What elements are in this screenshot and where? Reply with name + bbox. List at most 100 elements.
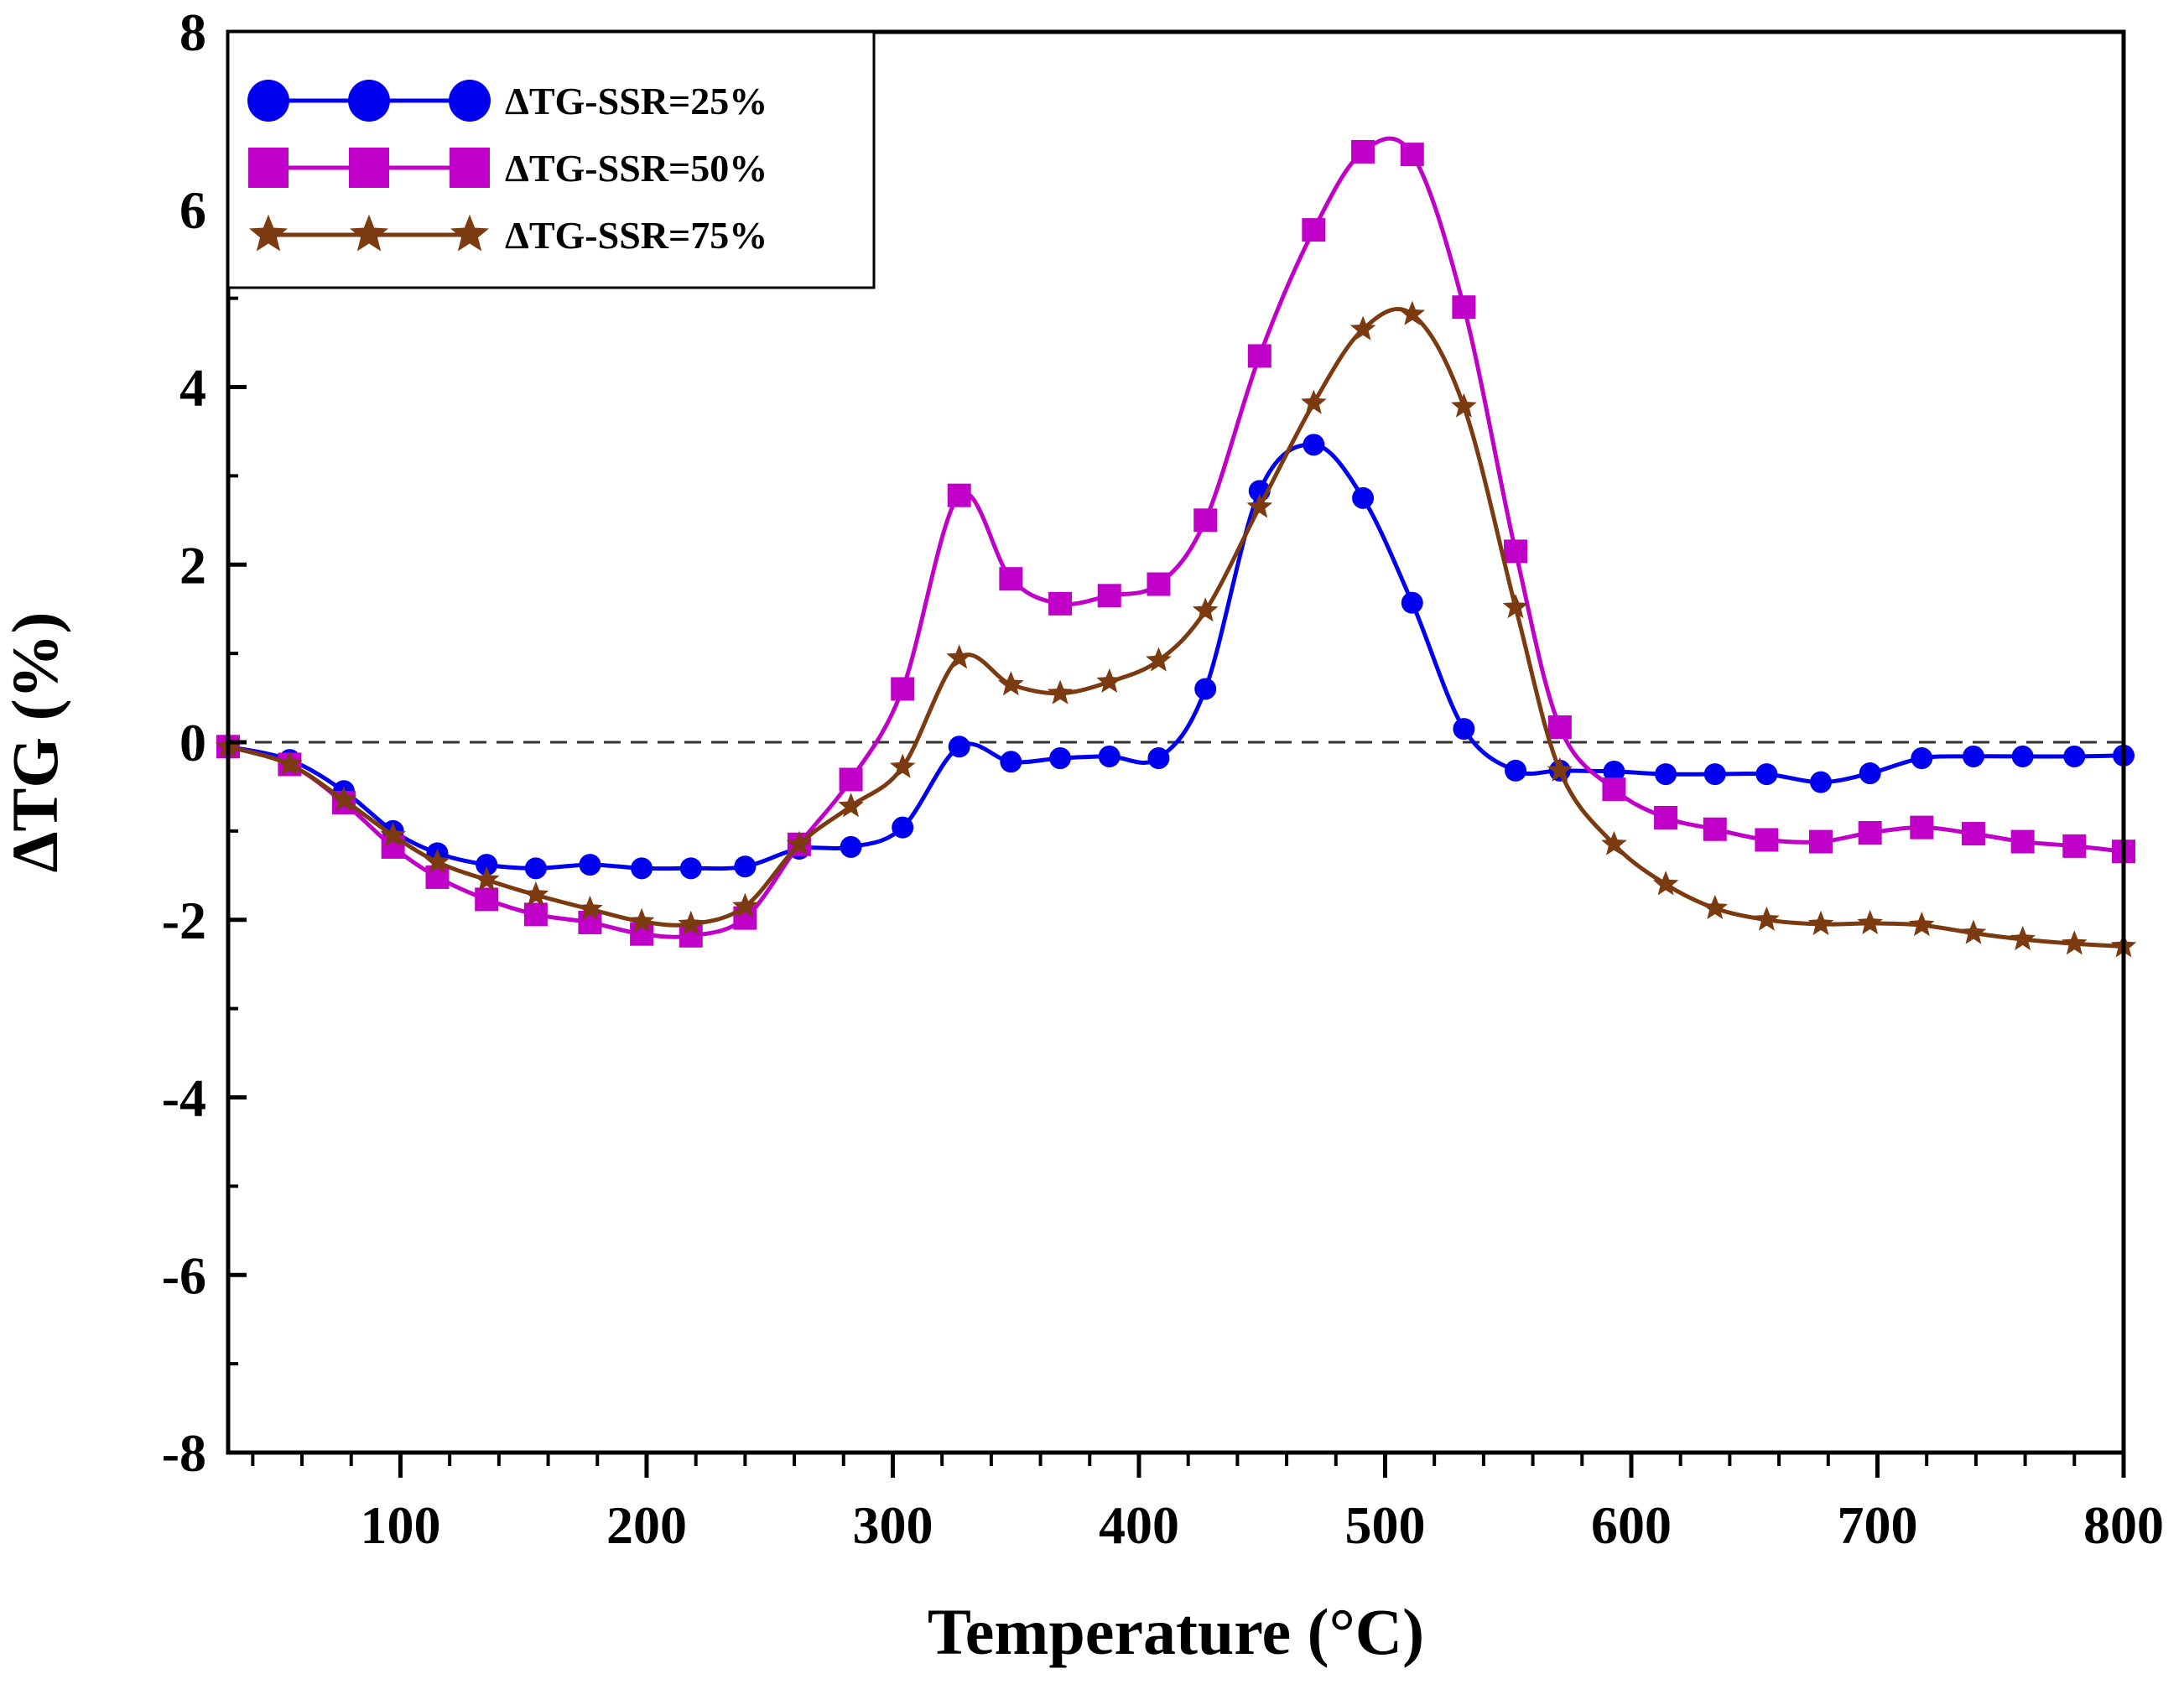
data-point-marker	[1452, 295, 1476, 320]
x-tick-label: 100	[360, 1495, 440, 1555]
data-point-marker	[999, 567, 1023, 591]
data-point-marker	[424, 848, 450, 873]
legend-item-ssr-75: ΔTG-SSR=75%	[249, 214, 767, 257]
data-point-marker	[1303, 434, 1325, 456]
x-tick-label: 800	[2083, 1495, 2164, 1555]
data-point-marker	[475, 887, 499, 912]
data-point-marker	[2010, 925, 2036, 951]
data-point-marker	[2062, 834, 2087, 858]
data-point-marker	[998, 671, 1024, 696]
legend-marker	[450, 148, 490, 188]
y-tick-label: -4	[162, 1068, 206, 1128]
data-point-marker	[840, 835, 862, 858]
data-point-marker	[1401, 591, 1423, 614]
data-point-marker	[1859, 762, 1881, 785]
x-tick-label: 600	[1591, 1495, 1672, 1555]
data-point-marker	[1962, 745, 1984, 767]
data-point-marker	[1246, 493, 1273, 518]
data-point-marker	[1603, 760, 1625, 782]
data-point-marker	[1247, 344, 1271, 368]
data-point-marker	[1807, 910, 1834, 936]
legend-label: ΔTG-SSR=25%	[505, 80, 767, 122]
data-point-marker	[892, 816, 914, 839]
data-point-marker	[1194, 678, 1217, 700]
x-axis-title: Temperature (°C)	[928, 1595, 1424, 1668]
data-point-marker	[277, 751, 303, 776]
data-point-marker	[1808, 829, 1833, 854]
data-point-marker	[380, 822, 406, 847]
data-point-marker	[1451, 392, 1477, 418]
data-point-marker	[1349, 315, 1376, 340]
legend-label: ΔTG-SSR=75%	[505, 214, 767, 257]
data-point-marker	[1652, 871, 1679, 896]
data-point-marker	[679, 857, 702, 880]
data-point-marker	[889, 753, 916, 778]
data-point-marker	[1858, 820, 1882, 845]
data-point-marker	[2062, 930, 2088, 955]
data-point-marker	[628, 907, 655, 933]
data-point-marker	[1502, 594, 1529, 619]
data-point-marker	[1654, 805, 1678, 829]
data-point-marker	[524, 857, 547, 880]
data-point-marker	[1702, 894, 1729, 919]
legend-item-ssr-25: ΔTG-SSR=25%	[247, 80, 767, 122]
y-tick-label: 6	[179, 180, 206, 240]
data-point-marker	[1504, 539, 1528, 564]
data-point-marker	[1909, 912, 1935, 937]
legend-marker	[349, 148, 389, 188]
data-point-marker	[1703, 817, 1727, 841]
data-point-marker	[1961, 822, 1985, 846]
data-point-marker	[1049, 747, 1072, 770]
data-point-marker	[1352, 486, 1375, 509]
data-point-marker	[732, 892, 758, 917]
data-point-marker	[1857, 909, 1883, 934]
data-point-marker	[734, 855, 757, 878]
data-point-marker	[1192, 597, 1219, 622]
data-point-marker	[1047, 679, 1074, 704]
legend-marker	[348, 80, 390, 122]
legend-marker	[350, 214, 388, 252]
data-point-marker	[1505, 759, 1527, 782]
data-point-marker	[2063, 745, 2086, 767]
y-tick-label: 4	[179, 358, 206, 418]
data-point-marker	[839, 767, 863, 792]
data-point-marker	[1400, 143, 1424, 167]
x-tick-label: 200	[606, 1495, 687, 1555]
data-point-marker	[473, 866, 500, 891]
data-point-marker	[891, 677, 915, 701]
data-point-marker	[1193, 508, 1218, 533]
data-point-marker	[1147, 747, 1170, 770]
data-point-marker	[425, 865, 450, 889]
series-ssr-50	[216, 136, 2135, 948]
data-point-marker	[1098, 745, 1121, 767]
data-point-marker	[523, 881, 549, 907]
data-point-marker	[1096, 668, 1123, 693]
data-point-marker	[1755, 763, 1778, 786]
data-point-marker	[1755, 828, 1779, 852]
data-point-marker	[1302, 218, 1326, 242]
data-point-marker	[1911, 747, 1933, 770]
y-axis-title: ΔTG (%)	[0, 611, 71, 872]
data-point-marker	[1547, 756, 1573, 782]
legend-marker	[248, 148, 289, 188]
data-point-marker	[1910, 815, 1934, 840]
legend-label: ΔTG-SSR=50%	[505, 147, 767, 190]
x-tick-label: 300	[852, 1495, 933, 1555]
data-point-marker	[2010, 829, 2035, 854]
data-point-marker	[631, 857, 653, 880]
legend-item-ssr-50: ΔTG-SSR=50%	[248, 147, 767, 190]
series-ssr-75	[215, 300, 2137, 958]
data-point-marker	[1146, 647, 1172, 672]
y-tick-label: 8	[179, 3, 206, 62]
legend: ΔTG-SSR=25% ΔTG-SSR=50% ΔTG-SSR=75%	[226, 30, 876, 289]
data-point-marker	[786, 830, 813, 855]
plot-content	[215, 136, 2137, 958]
y-tick-label: -6	[162, 1245, 206, 1305]
data-point-marker	[1399, 300, 1426, 325]
data-point-marker	[1703, 763, 1726, 786]
x-tick-label: 500	[1344, 1495, 1425, 1555]
data-point-marker	[577, 895, 603, 921]
data-point-marker	[1453, 718, 1475, 741]
x-tick-label: 400	[1099, 1495, 1179, 1555]
